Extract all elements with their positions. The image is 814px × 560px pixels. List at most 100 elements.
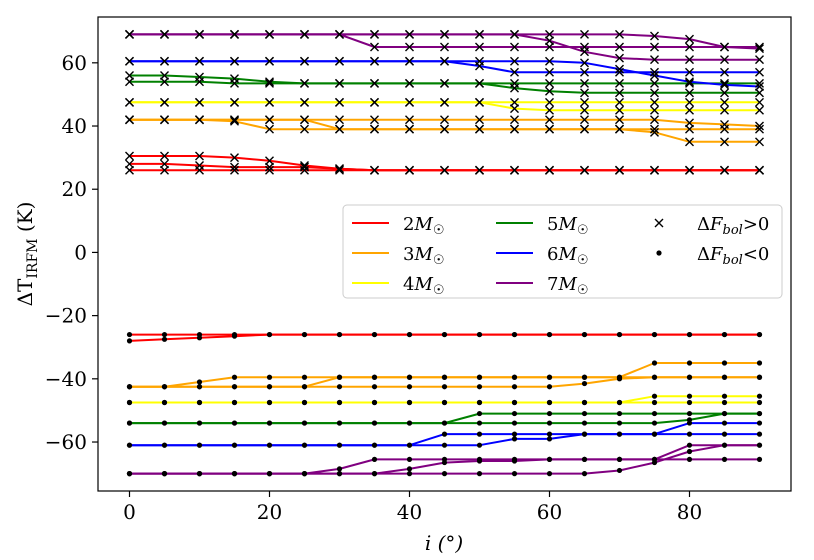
point-dot-marker (126, 442, 133, 448)
point-dot-marker (301, 442, 308, 448)
point-x-marker (615, 64, 624, 74)
point-x-marker (160, 77, 169, 87)
point-dot-marker (336, 374, 343, 380)
point-x-marker (685, 137, 694, 147)
point-dot-marker (651, 399, 658, 406)
point-x-marker (230, 97, 239, 107)
point-x-marker (265, 162, 274, 172)
point-dot-marker (476, 420, 483, 426)
point-dot-marker (511, 436, 518, 442)
point-dot-marker (266, 442, 273, 448)
point-x-marker (195, 56, 204, 66)
y-tick-label: 0 (74, 240, 87, 264)
point-dot-marker (581, 410, 588, 417)
point-dot-marker (336, 442, 343, 448)
point-x-marker (685, 42, 694, 52)
point-x-marker (475, 124, 484, 134)
point-dot-marker (336, 466, 343, 472)
point-dot-marker (196, 335, 203, 341)
point-dot-marker (161, 384, 168, 390)
point-x-marker (615, 53, 624, 63)
point-dot-marker (126, 399, 133, 406)
point-x-marker (160, 56, 169, 66)
point-x-marker (685, 88, 694, 98)
point-dot-marker (616, 467, 623, 474)
point-dot-marker (721, 442, 728, 448)
point-dot-marker (756, 420, 763, 426)
point-x-marker (510, 165, 519, 175)
point-dot-marker (511, 331, 518, 338)
y-axis-label: ΔTIRFM (K) (13, 202, 41, 307)
point-dot-marker (756, 360, 763, 366)
point-dot-marker (161, 471, 168, 477)
plot-area (97, 16, 792, 492)
y-tick-label: −20 (45, 304, 87, 328)
point-dot-marker (336, 331, 343, 338)
point-x-marker (125, 115, 134, 125)
point-x-marker (405, 124, 414, 134)
point-x-marker (615, 88, 624, 98)
point-dot-marker (511, 399, 518, 406)
point-x-marker (440, 29, 449, 39)
point-dot-marker (581, 331, 588, 338)
point-dot-marker (301, 399, 308, 406)
point-dot-marker (546, 331, 553, 338)
point-x-marker (510, 29, 519, 39)
point-x-marker (265, 97, 274, 107)
point-x-marker (510, 56, 519, 66)
point-x-marker (370, 29, 379, 39)
point-dot-marker (231, 471, 238, 477)
point-dot-marker (336, 384, 343, 390)
point-x-marker (230, 165, 239, 175)
point-x-marker (545, 115, 554, 125)
point-dot-marker (581, 374, 588, 380)
point-x-marker (405, 56, 414, 66)
point-dot-marker (651, 431, 658, 437)
series-line-3m-upper-c (129, 118, 760, 143)
point-dot-marker (231, 384, 238, 390)
point-x-marker (615, 105, 624, 115)
point-dot-marker (511, 431, 518, 437)
point-dot-marker (196, 442, 203, 448)
point-x-marker (195, 29, 204, 39)
point-dot-marker (371, 331, 378, 338)
point-dot-marker (441, 384, 448, 390)
point-dot-marker (336, 471, 343, 477)
point-x-marker (230, 115, 239, 125)
point-x-marker (195, 165, 204, 175)
point-dot-marker (266, 420, 273, 426)
point-dot-marker (126, 331, 133, 338)
point-x-marker (195, 151, 204, 161)
point-dot-marker (371, 456, 378, 462)
point-dot-marker (756, 393, 763, 399)
point-x-marker (580, 67, 589, 77)
point-dot-marker (161, 420, 168, 426)
point-x-marker (405, 29, 414, 39)
point-dot-marker (266, 374, 273, 380)
point-dot-marker (371, 471, 378, 477)
point-dot-marker (721, 360, 728, 366)
point-x-marker (615, 97, 624, 107)
point-x-marker (545, 105, 554, 115)
point-dot-marker (651, 360, 658, 366)
point-dot-marker (476, 471, 483, 477)
x-axis-label: i (°) (425, 531, 463, 555)
point-dot-marker (651, 420, 658, 426)
point-x-marker (685, 34, 694, 44)
point-dot-marker (721, 431, 728, 437)
point-x-marker (265, 115, 274, 125)
point-dot-marker (511, 471, 518, 477)
point-dot-marker (686, 374, 693, 380)
point-x-marker (650, 88, 659, 98)
point-dot-marker (756, 410, 763, 417)
point-dot-marker (756, 374, 763, 380)
point-x-marker (615, 67, 624, 77)
point-dot-marker (721, 331, 728, 338)
point-x-marker (545, 78, 554, 88)
point-x-marker (755, 44, 764, 54)
point-x-marker (755, 165, 764, 175)
point-x-marker (475, 56, 484, 66)
point-x-marker (370, 115, 379, 125)
point-dot-marker (476, 442, 483, 448)
point-dot-marker (616, 374, 623, 380)
